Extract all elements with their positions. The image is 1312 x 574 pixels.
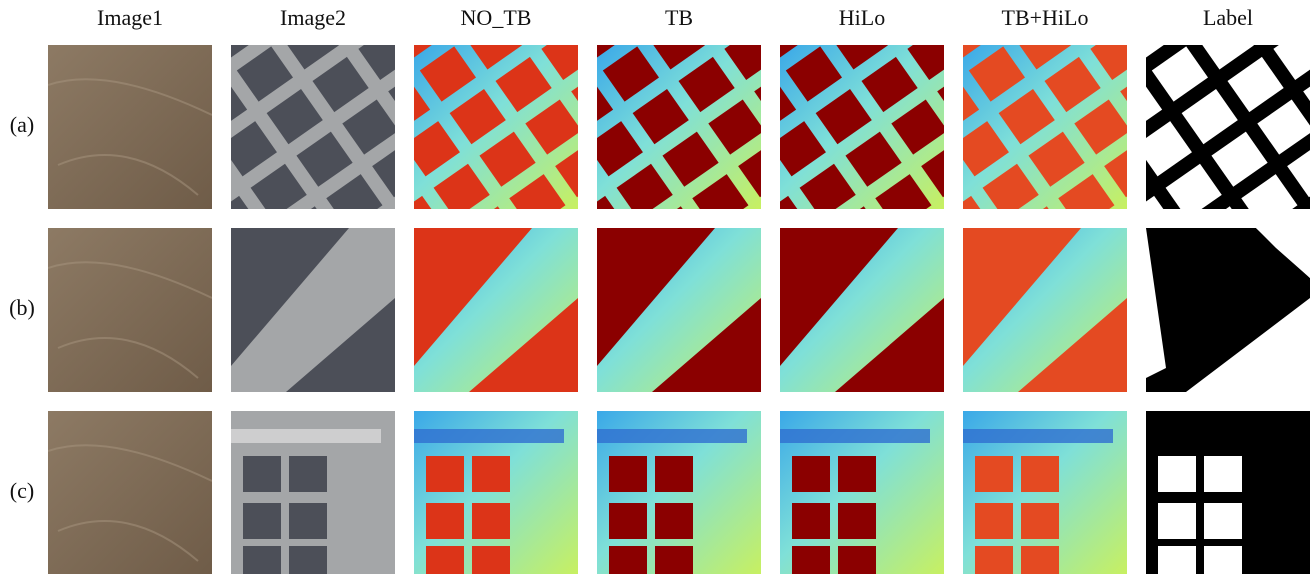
building — [975, 546, 1013, 574]
building — [472, 456, 510, 492]
building — [289, 456, 327, 492]
building — [792, 546, 830, 574]
road-band — [597, 429, 747, 443]
building — [975, 503, 1013, 539]
building — [609, 456, 647, 492]
image-tile — [597, 228, 761, 392]
image-tile — [1146, 228, 1310, 392]
row-label: (a) — [10, 112, 34, 137]
building — [655, 456, 693, 492]
building — [975, 456, 1013, 492]
tile-background — [48, 411, 212, 574]
building — [1204, 546, 1242, 574]
column-header: TB — [665, 5, 693, 30]
tile-background — [48, 45, 212, 209]
image-tile — [963, 411, 1127, 574]
building — [1021, 503, 1059, 539]
building — [1158, 503, 1196, 539]
row-label: (b) — [9, 295, 35, 320]
image-tile — [1146, 411, 1310, 574]
building — [289, 503, 327, 539]
road-band — [231, 429, 381, 443]
image-tile — [48, 45, 212, 209]
image-tile — [780, 228, 944, 392]
building — [770, 0, 826, 48]
image-tile — [48, 411, 212, 574]
building — [740, 0, 796, 5]
road-band — [963, 429, 1113, 443]
road-band — [414, 429, 564, 443]
building — [695, 0, 751, 37]
column-header: Image2 — [280, 5, 346, 30]
building — [609, 546, 647, 574]
road-band — [780, 429, 930, 443]
image-tile — [780, 411, 944, 574]
figure: Image1 Image2 NO_TB TB HiLo TB+HiLo Label (a) (b… — [0, 0, 1312, 574]
building — [243, 503, 281, 539]
building — [472, 503, 510, 539]
building — [838, 456, 876, 492]
building — [655, 546, 693, 574]
building — [792, 456, 830, 492]
image-tile — [231, 411, 395, 574]
building — [1289, 0, 1312, 5]
column-header: TB+HiLo — [1002, 5, 1089, 30]
building — [1021, 546, 1059, 574]
building — [655, 503, 693, 539]
image-tile — [963, 228, 1127, 392]
building — [557, 0, 613, 5]
building — [1158, 456, 1196, 492]
building — [404, 0, 460, 48]
building — [1204, 503, 1242, 539]
building — [792, 503, 830, 539]
building — [923, 0, 979, 5]
building — [472, 546, 510, 574]
building — [587, 0, 643, 48]
building — [289, 546, 327, 574]
building — [1021, 456, 1059, 492]
building — [1136, 0, 1192, 48]
road-band — [1146, 429, 1296, 443]
building — [374, 0, 430, 5]
image-tile — [48, 228, 212, 392]
tile-background — [48, 228, 212, 392]
building — [426, 503, 464, 539]
building — [1106, 0, 1162, 5]
building — [243, 546, 281, 574]
building — [426, 456, 464, 492]
building — [1158, 546, 1196, 574]
image-tile — [231, 228, 395, 392]
building — [838, 503, 876, 539]
image-tile — [597, 411, 761, 574]
building — [878, 0, 934, 37]
building — [838, 546, 876, 574]
row-label: (c) — [10, 478, 34, 503]
image-tile — [414, 228, 578, 392]
column-header: Label — [1203, 5, 1253, 30]
building — [609, 503, 647, 539]
building — [1204, 456, 1242, 492]
column-header: Image1 — [97, 5, 163, 30]
column-header: HiLo — [839, 5, 885, 30]
building — [243, 456, 281, 492]
column-header: NO_TB — [461, 5, 532, 30]
building — [426, 546, 464, 574]
image-tile — [414, 411, 578, 574]
